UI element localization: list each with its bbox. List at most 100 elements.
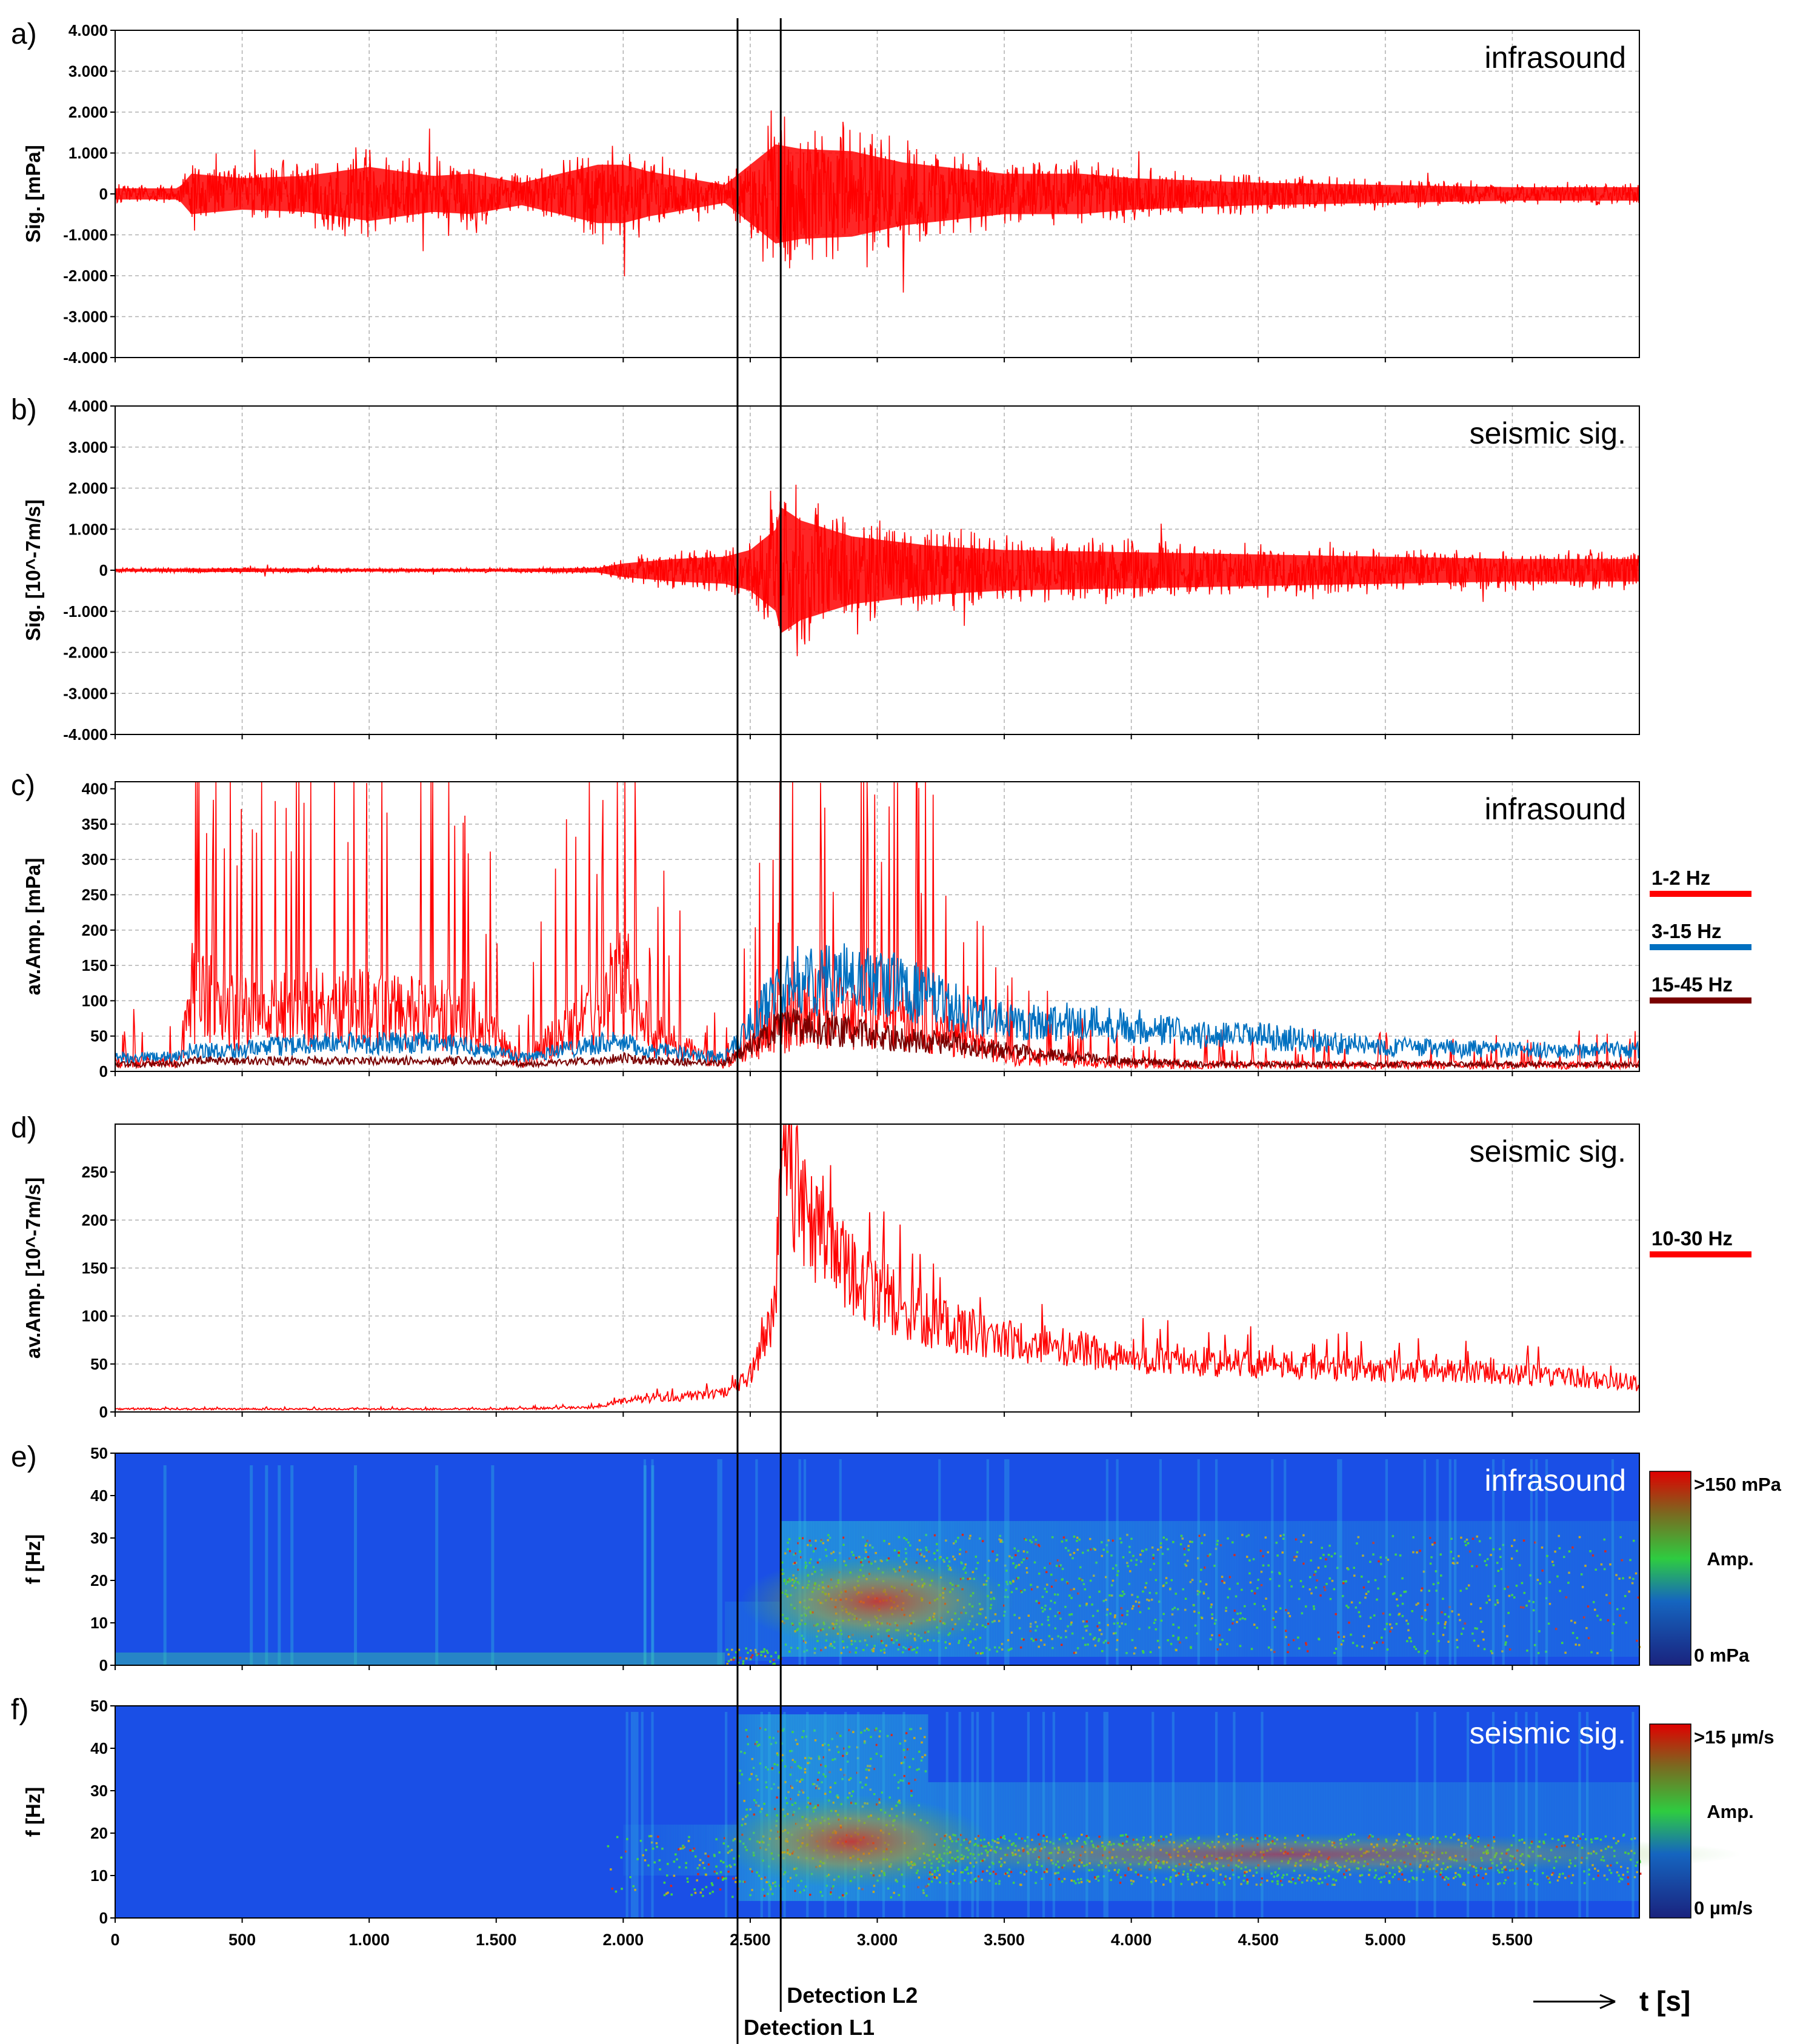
spectrogram-speck xyxy=(1307,1876,1310,1879)
spectrogram-speck xyxy=(1608,1602,1611,1605)
spectrogram-haze xyxy=(1238,1521,1241,1657)
spectrogram-speck xyxy=(1447,1640,1450,1643)
spectrogram-speck xyxy=(725,1877,727,1880)
spectrogram-speck xyxy=(1447,1883,1450,1886)
spectrogram-speck xyxy=(1479,1607,1482,1610)
spectrogram-speck xyxy=(1482,1638,1485,1641)
spectrogram-speck xyxy=(1215,1548,1218,1550)
spectrogram-speck xyxy=(1095,1561,1098,1564)
spectrogram-streak xyxy=(290,1465,294,1665)
spectrogram-haze xyxy=(1058,1521,1061,1657)
spectrogram-speck xyxy=(1411,1610,1413,1613)
spectrogram-streak xyxy=(1535,1459,1538,1665)
spectrogram-speck xyxy=(1433,1542,1436,1544)
spectrogram-speck xyxy=(690,1894,693,1896)
spectrogram-speck xyxy=(1358,1611,1361,1614)
ytick-label-c: 0 xyxy=(99,1062,108,1080)
spectrogram-speck xyxy=(1421,1617,1424,1620)
spectrogram-speck xyxy=(1342,1639,1344,1642)
spectrogram-speck xyxy=(910,1646,913,1648)
spectrogram-speck xyxy=(922,1892,925,1894)
spectrogram-speck xyxy=(910,1794,913,1797)
spectrogram-speck xyxy=(969,1534,971,1537)
ytick-label-a: -4.000 xyxy=(63,348,108,367)
spectrogram-speck xyxy=(1578,1536,1581,1539)
spectrogram-speck xyxy=(920,1759,923,1762)
spectrogram-speck xyxy=(1365,1593,1368,1595)
spectrogram-speck xyxy=(1080,1878,1082,1880)
spectrogram-speck xyxy=(1267,1564,1270,1567)
spectrogram-speck xyxy=(998,1882,1001,1885)
spectrogram-speck xyxy=(855,1646,858,1650)
spectrogram-haze xyxy=(633,1825,636,1876)
spectrogram-speck xyxy=(1047,1616,1050,1619)
spectrogram-speck xyxy=(1191,1579,1194,1581)
panel-title-d: seismic sig. xyxy=(1470,1134,1626,1168)
spectrogram-speck xyxy=(900,1762,903,1765)
spectrogram-speck xyxy=(1011,1556,1013,1559)
spectrogram-haze xyxy=(1187,1521,1190,1657)
spectrogram-speck xyxy=(794,1889,796,1893)
spectrogram-haze xyxy=(758,1602,761,1661)
spectrogram-speck xyxy=(904,1756,907,1759)
spectrogram-streak xyxy=(1515,1712,1518,1918)
spectrogram-speck xyxy=(1069,1553,1072,1556)
spectrogram-haze xyxy=(1293,1521,1297,1657)
spectrogram-haze xyxy=(765,1602,768,1661)
spectrogram-haze xyxy=(696,1825,700,1876)
spectrogram-haze xyxy=(1548,1521,1551,1657)
spectrogram-speck xyxy=(1015,1587,1018,1590)
spectrogram-speck xyxy=(1554,1550,1556,1553)
spectrogram-speck xyxy=(1374,1579,1377,1582)
spectrogram-haze xyxy=(747,1602,751,1661)
spectrogram-speck xyxy=(1216,1543,1219,1546)
spectrogram-speck xyxy=(916,1646,919,1649)
spectrogram-speck xyxy=(1326,1883,1329,1886)
spectrogram-hotspot xyxy=(715,1795,989,1888)
spectrogram-speck xyxy=(1595,1568,1597,1571)
spectrogram-speck xyxy=(1168,1879,1171,1881)
spectrogram-speck xyxy=(1086,1879,1089,1882)
ytick-label-d: 250 xyxy=(82,1163,108,1181)
spectrogram-speck xyxy=(693,1888,696,1891)
spectrogram-speck xyxy=(1356,1645,1358,1647)
spectrogram-speck xyxy=(1373,1876,1376,1879)
spectrogram-speck xyxy=(1001,1643,1004,1645)
spectrogram-speck xyxy=(1252,1558,1255,1560)
spectrogram-haze xyxy=(1367,1521,1370,1657)
spectrogram-speck xyxy=(1113,1622,1116,1625)
spectrogram-speck xyxy=(726,1663,729,1665)
spectrogram-haze xyxy=(636,1825,639,1876)
spectrogram-speck xyxy=(730,1865,732,1868)
series-envelope-a xyxy=(115,144,1639,244)
spectrogram-speck xyxy=(1022,1558,1025,1561)
spectrogram-speck xyxy=(925,1546,927,1549)
ytick-label-b: 1.000 xyxy=(68,520,108,538)
spectrogram-speck xyxy=(1505,1641,1507,1644)
spectrogram-speck xyxy=(902,1761,905,1764)
spectrogram-speck xyxy=(1442,1597,1444,1600)
spectrogram-speck xyxy=(1025,1539,1027,1541)
spectrogram-streak xyxy=(1385,1459,1388,1665)
spectrogram-speck xyxy=(1038,1645,1040,1648)
spectrogram-speck xyxy=(1295,1538,1298,1541)
spectrogram-speck xyxy=(1181,1537,1184,1540)
spectrogram-haze xyxy=(1583,1521,1587,1657)
spectrogram-speck xyxy=(1000,1539,1003,1542)
spectrogram-speck xyxy=(726,1648,728,1651)
spectrogram-speck xyxy=(1508,1594,1511,1597)
spectrogram-haze xyxy=(1271,1521,1274,1657)
spectrogram-speck xyxy=(1027,1614,1030,1617)
spectrogram-speck xyxy=(642,1854,644,1857)
spectrogram-speck xyxy=(1054,1615,1057,1617)
spectrogram-speck xyxy=(822,1542,825,1545)
spectrogram-speck xyxy=(794,1760,796,1763)
spectrogram-speck xyxy=(1476,1627,1478,1630)
spectrogram-haze xyxy=(1535,1521,1538,1657)
spectrogram-speck xyxy=(1533,1643,1536,1646)
spectrogram-haze xyxy=(1047,1521,1050,1657)
spectrogram-speck xyxy=(1301,1612,1304,1615)
spectrogram-speck xyxy=(1607,1619,1610,1622)
spectrogram-speck xyxy=(870,1736,872,1739)
spectrogram-speck xyxy=(701,1888,704,1891)
